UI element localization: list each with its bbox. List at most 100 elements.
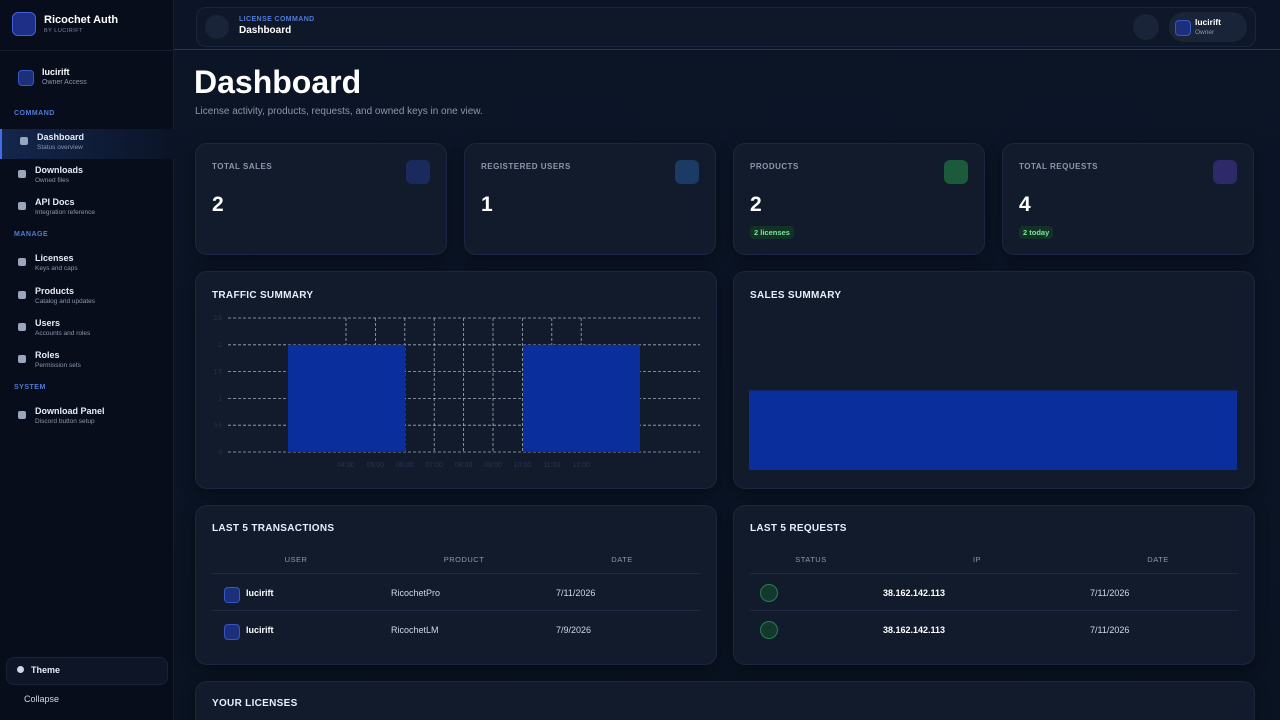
row-divider <box>750 573 1238 574</box>
transactions-title: LAST 5 TRANSACTIONS <box>212 523 335 534</box>
nav-icon <box>18 202 26 210</box>
user-avatar <box>224 587 240 603</box>
stat-icon <box>944 160 968 184</box>
nav-icon <box>18 258 26 266</box>
column-header: IP <box>972 555 982 564</box>
nav-item[interactable]: Licenses Keys and caps <box>0 250 172 280</box>
menu-button[interactable] <box>205 15 229 39</box>
ip: 38.162.142.113 <box>883 625 946 635</box>
nav-label: API Docs <box>35 197 75 207</box>
nav-item[interactable]: Download Panel Discord button setup <box>0 403 172 433</box>
column-header: DATE <box>1147 555 1169 564</box>
nav-sub: Permission sets <box>35 362 81 369</box>
requests-title: LAST 5 REQUESTS <box>750 523 847 534</box>
column-header: DATE <box>611 555 633 564</box>
page-subtitle: License activity, products, requests, an… <box>195 106 483 117</box>
nav-item[interactable]: Roles Permission sets <box>0 347 172 377</box>
nav-label: Download Panel <box>35 406 105 416</box>
nav-icon <box>18 291 26 299</box>
theme-button[interactable]: Theme <box>6 657 168 685</box>
nav-item[interactable]: Downloads Owned files <box>0 162 172 192</box>
section-title: SYSTEM <box>14 384 46 391</box>
brand-sub: BY LUCIRIFT <box>44 28 84 34</box>
topbar: LICENSE COMMAND Dashboard lucirift Owner <box>196 7 1256 47</box>
stat-label: TOTAL REQUESTS <box>1019 162 1099 171</box>
stat-badge: 2 today <box>1019 226 1054 239</box>
user-menu[interactable]: lucirift Owner <box>1169 12 1247 42</box>
nav-sub: Catalog and updates <box>35 298 95 305</box>
column-header: PRODUCT <box>443 555 485 564</box>
topbar-title: Dashboard <box>239 25 292 36</box>
product: RicochetPro <box>391 588 441 598</box>
stat-label: TOTAL SALES <box>212 162 273 171</box>
status-ok <box>760 621 778 639</box>
divider <box>0 50 172 51</box>
column-header: STATUS <box>795 555 827 564</box>
nav-label: Dashboard <box>37 132 85 142</box>
stat-label: REGISTERED USERS <box>481 162 571 171</box>
column-header: USER <box>284 555 308 564</box>
stat-value: 2 <box>750 193 762 216</box>
licenses-title: YOUR LICENSES <box>212 698 298 709</box>
row-divider <box>212 610 700 611</box>
nav-item[interactable]: Users Accounts and roles <box>0 315 172 345</box>
date: 7/11/2026 <box>556 588 596 598</box>
date: 7/11/2026 <box>1090 625 1130 635</box>
traffic-card: TRAFFIC SUMMARY <box>195 271 717 489</box>
brand-logo <box>12 12 36 36</box>
section-title: COMMAND <box>14 110 55 117</box>
collapse-button[interactable]: Collapse <box>6 690 166 710</box>
transactions-card: LAST 5 TRANSACTIONS USER PRODUCT DATE luciri… <box>195 505 717 665</box>
nav-icon <box>18 355 26 363</box>
nav-icon <box>18 323 26 331</box>
stat-card: PRODUCTS 2 2 licenses <box>733 143 985 255</box>
nav-sub: Integration reference <box>35 209 95 216</box>
nav-label: Downloads <box>35 165 84 175</box>
stat-icon <box>675 160 699 184</box>
stat-icon <box>406 160 430 184</box>
nav-label: Products <box>35 286 75 296</box>
topbar-eyebrow: LICENSE COMMAND <box>239 16 315 23</box>
stat-card: TOTAL REQUESTS 4 2 today <box>1002 143 1254 255</box>
nav-sub: Keys and caps <box>35 265 78 272</box>
stat-icon <box>1213 160 1237 184</box>
nav-sub: Discord button setup <box>35 418 95 425</box>
requests-card: LAST 5 REQUESTS STATUS IP DATE 38.162.142.11… <box>733 505 1255 665</box>
sales-card: SALES SUMMARY <box>733 271 1255 489</box>
sidebar: Ricochet Auth BY LUCIRIFT lucirift Owner Ac… <box>0 0 174 720</box>
stat-badge: 2 licenses <box>750 226 794 239</box>
nav-label: Licenses <box>35 253 74 263</box>
section-title: MANAGE <box>14 231 49 238</box>
nav-label: Users <box>35 318 61 328</box>
stat-value: 2 <box>212 193 224 216</box>
nav-icon <box>18 411 26 419</box>
stat-label: PRODUCTS <box>750 162 799 171</box>
user-role: Owner <box>1195 29 1215 36</box>
nav-item[interactable]: Products Catalog and updates <box>0 283 172 313</box>
nav-item[interactable]: API Docs Integration reference <box>0 194 172 224</box>
main: LICENSE COMMAND Dashboard lucirift Owner Das… <box>174 0 1280 720</box>
user-name: lucirift <box>42 67 70 77</box>
stat-card: TOTAL SALES 2 <box>195 143 447 255</box>
status-ok <box>760 584 778 602</box>
user-avatar <box>224 624 240 640</box>
row-divider <box>750 610 1238 611</box>
row-divider <box>212 573 700 574</box>
product: RicochetLM <box>391 625 439 635</box>
date: 7/9/2026 <box>556 625 592 635</box>
user-name: lucirift <box>246 588 274 598</box>
nav-icon <box>18 170 26 178</box>
collapse-label: Collapse <box>24 694 60 704</box>
nav-sub: Owned files <box>35 177 69 184</box>
stat-card: REGISTERED USERS 1 <box>464 143 716 255</box>
theme-toggle[interactable] <box>1133 14 1159 40</box>
stat-value: 4 <box>1019 193 1031 216</box>
user-name: lucirift <box>246 625 274 635</box>
nav-item[interactable]: Dashboard Status overview <box>0 129 174 159</box>
nav-label: Roles <box>35 350 60 360</box>
nav-sub: Accounts and roles <box>35 330 91 337</box>
traffic-title: TRAFFIC SUMMARY <box>212 290 314 301</box>
